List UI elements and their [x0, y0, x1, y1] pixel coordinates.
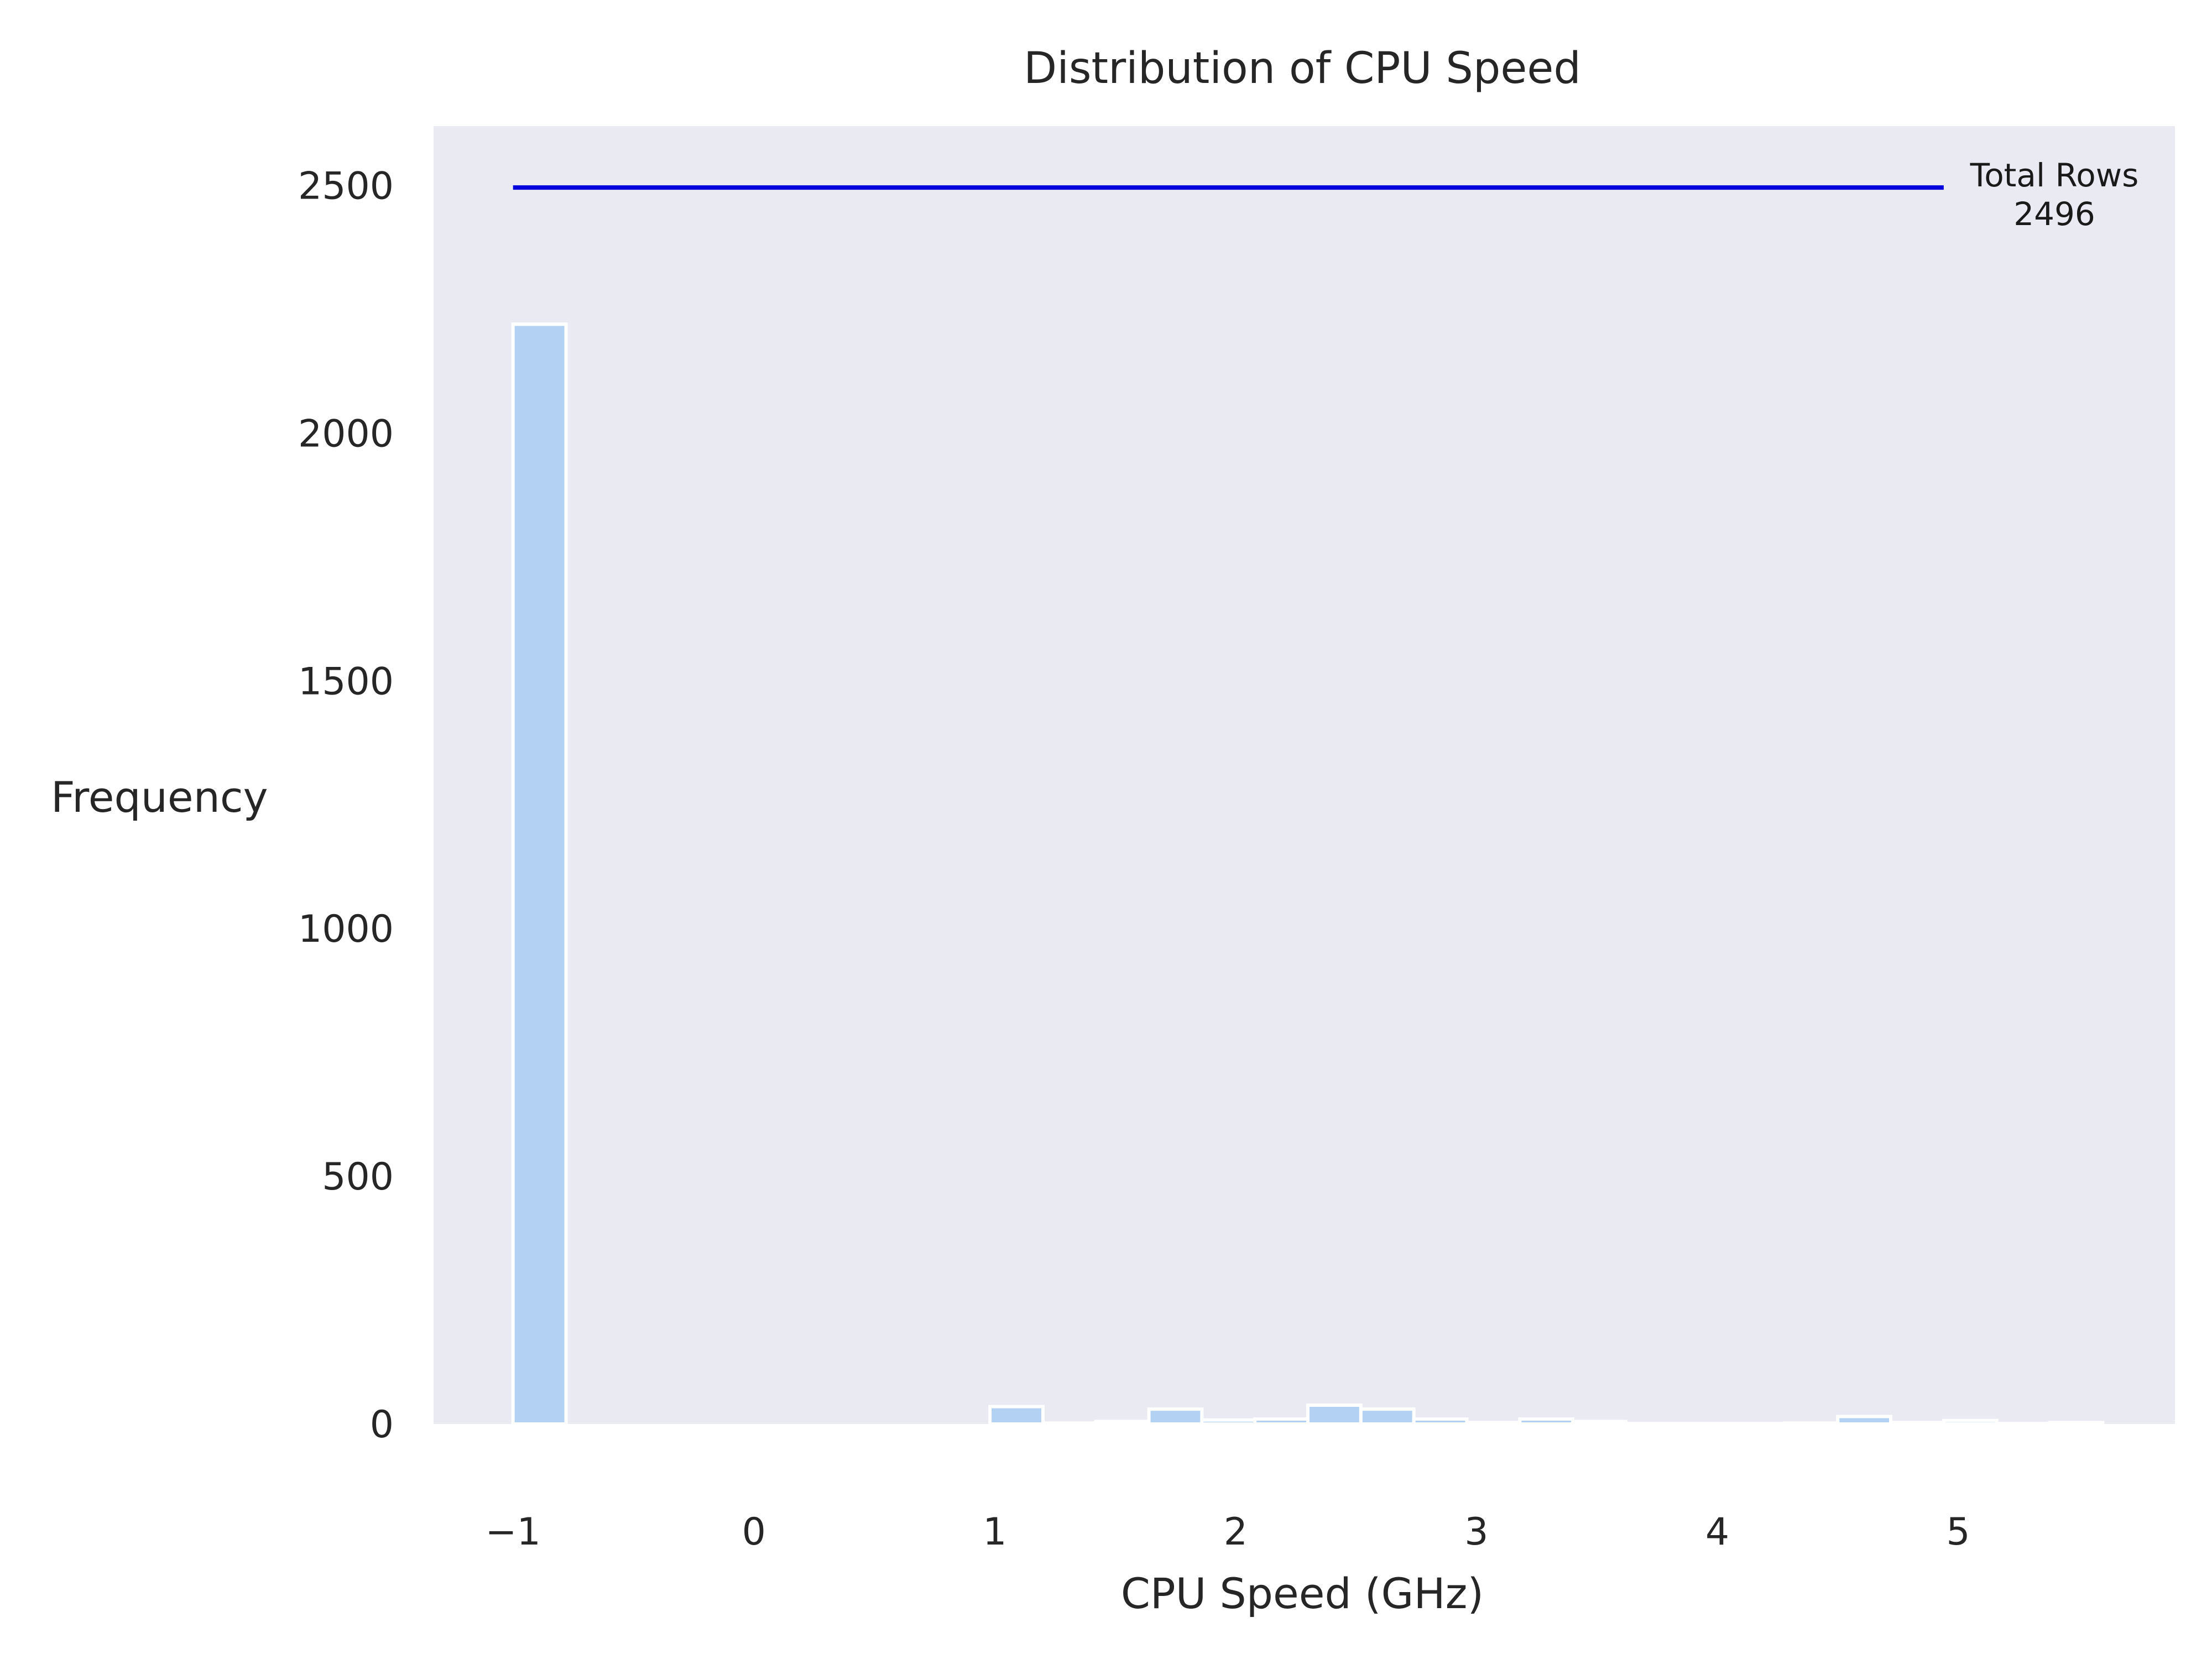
x-tick-label: −1	[486, 1510, 541, 1554]
histogram-bar	[1147, 1407, 1204, 1426]
x-axis-label: CPU Speed (GHz)	[1121, 1569, 1484, 1618]
histogram-bar	[1783, 1421, 1840, 1426]
x-tick-label: 2	[1224, 1510, 1248, 1554]
histogram-bar	[1942, 1418, 1999, 1426]
histogram-bar	[1836, 1415, 1893, 1426]
chart-title: Distribution of CPU Speed	[1024, 44, 1581, 93]
histogram-bar	[1253, 1417, 1310, 1426]
x-tick-label: 5	[1946, 1510, 1970, 1554]
histogram-bar	[1041, 1421, 1098, 1426]
y-tick-label: 1000	[298, 907, 394, 951]
histogram-bar	[1995, 1422, 2052, 1426]
y-tick-label: 1500	[298, 660, 394, 703]
x-tick-label: 3	[1464, 1510, 1488, 1554]
histogram-bar	[1359, 1407, 1416, 1426]
histogram-bar	[988, 1405, 1045, 1426]
histogram-bar	[1677, 1422, 1734, 1426]
y-tick-label: 0	[370, 1403, 394, 1447]
y-axis-ticks: 0 500 1000 1500 2000 2500	[298, 164, 394, 1447]
histogram-bar	[1571, 1420, 1627, 1426]
y-tick-label: 2500	[298, 164, 394, 208]
y-axis-label: Frequency	[51, 773, 268, 822]
histogram-bar	[1412, 1417, 1469, 1426]
x-tick-label: 0	[742, 1510, 766, 1554]
x-tick-label: 4	[1705, 1510, 1729, 1554]
histogram-bar	[2048, 1421, 2105, 1426]
histogram-bar	[1200, 1418, 1257, 1426]
y-tick-label: 2000	[298, 412, 394, 456]
bars-layer	[511, 322, 2105, 1426]
annotation-value: 2496	[2013, 195, 2095, 233]
x-axis-ticks: −1 0 1 2 3 4 5	[486, 1510, 1970, 1554]
histogram-bar	[1094, 1420, 1151, 1426]
x-tick-label: 1	[983, 1510, 1006, 1554]
total-rows-annotation: Total Rows 2496	[1970, 156, 2139, 233]
histogram-bar	[1306, 1403, 1363, 1426]
histogram-bar	[1465, 1421, 1522, 1426]
annotation-label: Total Rows	[1970, 156, 2139, 194]
histogram-bar	[1889, 1421, 1945, 1426]
histogram-bar	[511, 322, 568, 1426]
histogram-bar	[1730, 1422, 1787, 1426]
plot-area	[434, 126, 2175, 1424]
histogram-bar	[1518, 1417, 1575, 1426]
y-tick-label: 500	[322, 1155, 394, 1199]
histogram-bar	[1624, 1422, 1681, 1426]
